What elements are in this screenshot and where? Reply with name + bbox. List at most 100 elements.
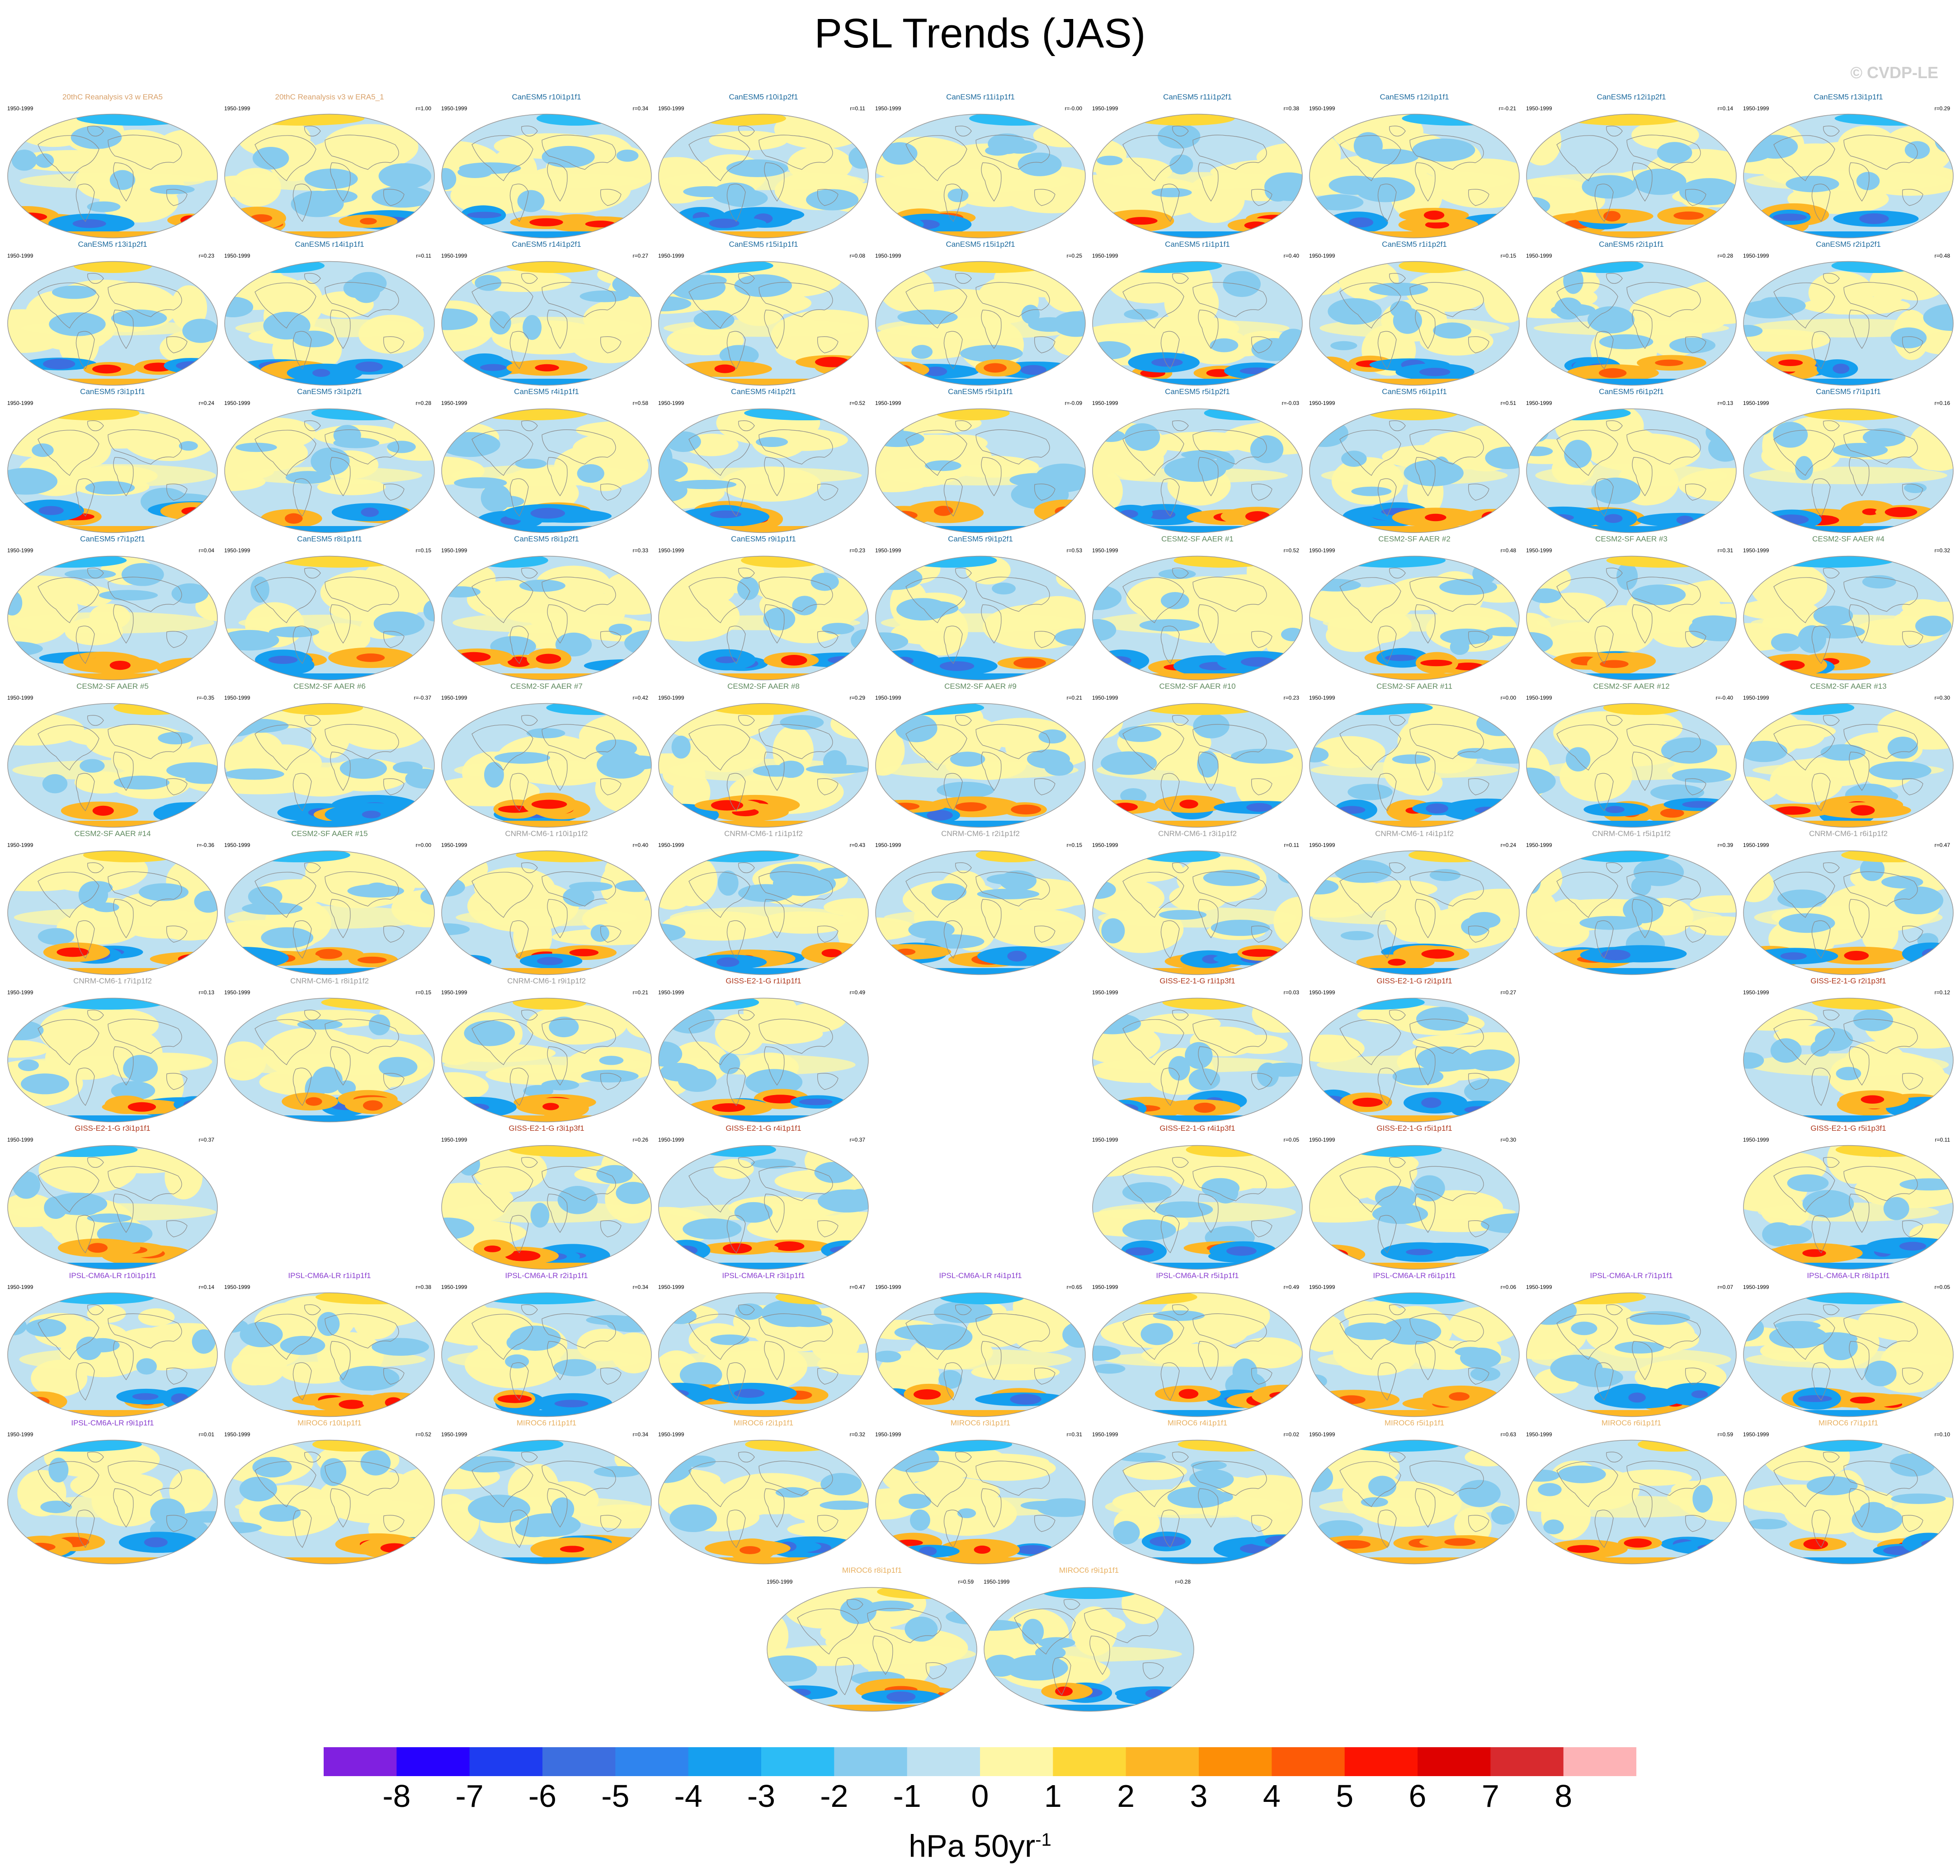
trend-contour xyxy=(1340,931,1374,940)
trend-contour xyxy=(1265,1535,1300,1547)
trend-contour xyxy=(1003,140,1037,154)
coastline xyxy=(542,135,616,170)
panel-correlation: r=0.30 xyxy=(1500,1137,1516,1143)
trend-contour xyxy=(1315,1446,1359,1473)
panel-period: 1950-1999 xyxy=(875,253,901,259)
trend-contour xyxy=(665,467,862,484)
trend-contour xyxy=(712,1103,745,1112)
coastline xyxy=(113,752,134,791)
panel-title: CanESM5 r6i1p2f1 xyxy=(1599,387,1664,396)
coastline xyxy=(1198,162,1219,202)
map-border xyxy=(1526,408,1737,533)
coastline xyxy=(113,457,134,497)
trend-contour xyxy=(799,1098,833,1105)
map-panel: MIROC6 r3i1p1f1 1950-1999 r=0.31 xyxy=(874,1418,1087,1565)
map-border xyxy=(658,703,869,828)
map-panel: IPSL-CM6A-LR r8i1p1f1 1950-1999 r=0.05 xyxy=(1742,1271,1955,1418)
map-panel: CNRM-CM6-1 r5i1p1f2 1950-1999 r=0.39 xyxy=(1525,829,1738,976)
coastline xyxy=(1626,135,1701,170)
panel-title: CanESM5 r7i1p2f1 xyxy=(80,535,145,543)
trend-contour xyxy=(1623,896,1664,923)
trend-contour xyxy=(1691,1390,1708,1398)
map-panel: CanESM5 r12i1p1f1 1950-1999 r=-0.21 xyxy=(1308,92,1521,239)
panel-title: CNRM-CM6-1 r3i1p1f2 xyxy=(1158,829,1237,838)
trend-contour xyxy=(1124,423,1160,451)
trend-contour xyxy=(1795,456,1814,480)
coastline xyxy=(542,429,616,465)
trend-contour xyxy=(1902,1533,1953,1555)
trend-contour xyxy=(1491,1505,1515,1525)
trend-contour xyxy=(1433,322,1471,339)
panel-period: 1950-1999 xyxy=(1526,695,1552,701)
panel-correlation: r=0.15 xyxy=(1066,842,1082,848)
trend-contour xyxy=(1798,1395,1832,1402)
robinson-map xyxy=(1526,113,1737,239)
colorbar-tick-label: -3 xyxy=(747,1778,776,1814)
trend-contour xyxy=(1615,1469,1692,1486)
panel-period: 1950-1999 xyxy=(441,547,467,554)
map-panel: CNRM-CM6-1 r2i1p1f2 1950-1999 r=0.15 xyxy=(874,829,1087,976)
trend-contour xyxy=(113,776,170,790)
trend-contour xyxy=(1616,562,1638,590)
panel-title: CanESM5 r3i1p1f1 xyxy=(80,387,145,396)
coastline xyxy=(1632,162,1653,202)
trend-contour xyxy=(613,662,631,669)
map-panel: CanESM5 r3i1p1f1 1950-1999 r=0.24 xyxy=(6,387,219,534)
coastline xyxy=(688,577,750,623)
map-border xyxy=(1092,555,1303,681)
trend-contour xyxy=(1535,464,1728,487)
robinson-map xyxy=(441,1439,652,1565)
trend-contour xyxy=(64,569,116,579)
robinson-map xyxy=(1743,113,1954,239)
coastline xyxy=(1773,577,1835,623)
panel-title: IPSL-CM6A-LR r2i1p1f1 xyxy=(505,1271,588,1280)
coastline xyxy=(87,420,104,431)
colorbar-box xyxy=(1053,1747,1126,1776)
map-border xyxy=(224,555,435,681)
trend-contour xyxy=(1392,754,1431,764)
panel-correlation: r=0.01 xyxy=(198,1431,214,1438)
coastline xyxy=(521,273,538,284)
map-panel: MIROC6 r6i1p1f1 1950-1999 r=0.59 xyxy=(1525,1418,1738,1565)
coastline xyxy=(292,183,312,222)
trend-contour xyxy=(581,1069,639,1083)
panel-correlation: r=0.32 xyxy=(1934,547,1950,554)
trend-contour xyxy=(713,1159,754,1179)
trend-contour xyxy=(1011,804,1041,815)
coastline xyxy=(759,577,833,612)
trend-contour xyxy=(58,313,90,323)
panel-period: 1950-1999 xyxy=(1309,1431,1335,1438)
trend-contour xyxy=(1103,1100,1147,1118)
map-border xyxy=(441,703,652,828)
trend-contour xyxy=(1869,1150,1944,1198)
panel-correlation: r=0.37 xyxy=(849,1137,865,1143)
panel-period: 1950-1999 xyxy=(7,842,33,848)
coastline xyxy=(981,752,1002,791)
panel-period: 1950-1999 xyxy=(658,989,684,996)
trend-contour xyxy=(74,1008,159,1042)
trend-contour xyxy=(1113,1521,1140,1545)
coastline xyxy=(325,282,399,317)
panel-title: IPSL-CM6A-LR r7i1p1f1 xyxy=(1590,1271,1673,1280)
trend-contour xyxy=(1320,1249,1348,1260)
trend-contour xyxy=(150,1498,185,1526)
trend-contour xyxy=(1150,1536,1186,1547)
panel-period: 1950-1999 xyxy=(767,1579,793,1585)
panel-period: 1950-1999 xyxy=(658,695,684,701)
panel-period: 1950-1999 xyxy=(224,989,250,996)
colorbar-tick-label: -7 xyxy=(455,1778,484,1814)
trend-contour xyxy=(710,510,741,518)
trend-contour xyxy=(164,357,217,374)
panel-correlation: r=0.31 xyxy=(1066,1431,1082,1438)
map-panel: CNRM-CM6-1 r3i1p1f2 1950-1999 r=0.11 xyxy=(1091,829,1304,976)
coastline xyxy=(1632,310,1653,349)
coastline xyxy=(38,430,99,476)
trend-contour xyxy=(580,290,629,302)
trend-contour xyxy=(1808,271,1874,315)
coastline xyxy=(1377,625,1397,664)
trend-contour xyxy=(121,563,164,586)
trend-contour xyxy=(876,506,935,525)
trend-contour xyxy=(252,147,289,169)
map-border xyxy=(441,408,652,533)
trend-contour xyxy=(1013,658,1046,668)
